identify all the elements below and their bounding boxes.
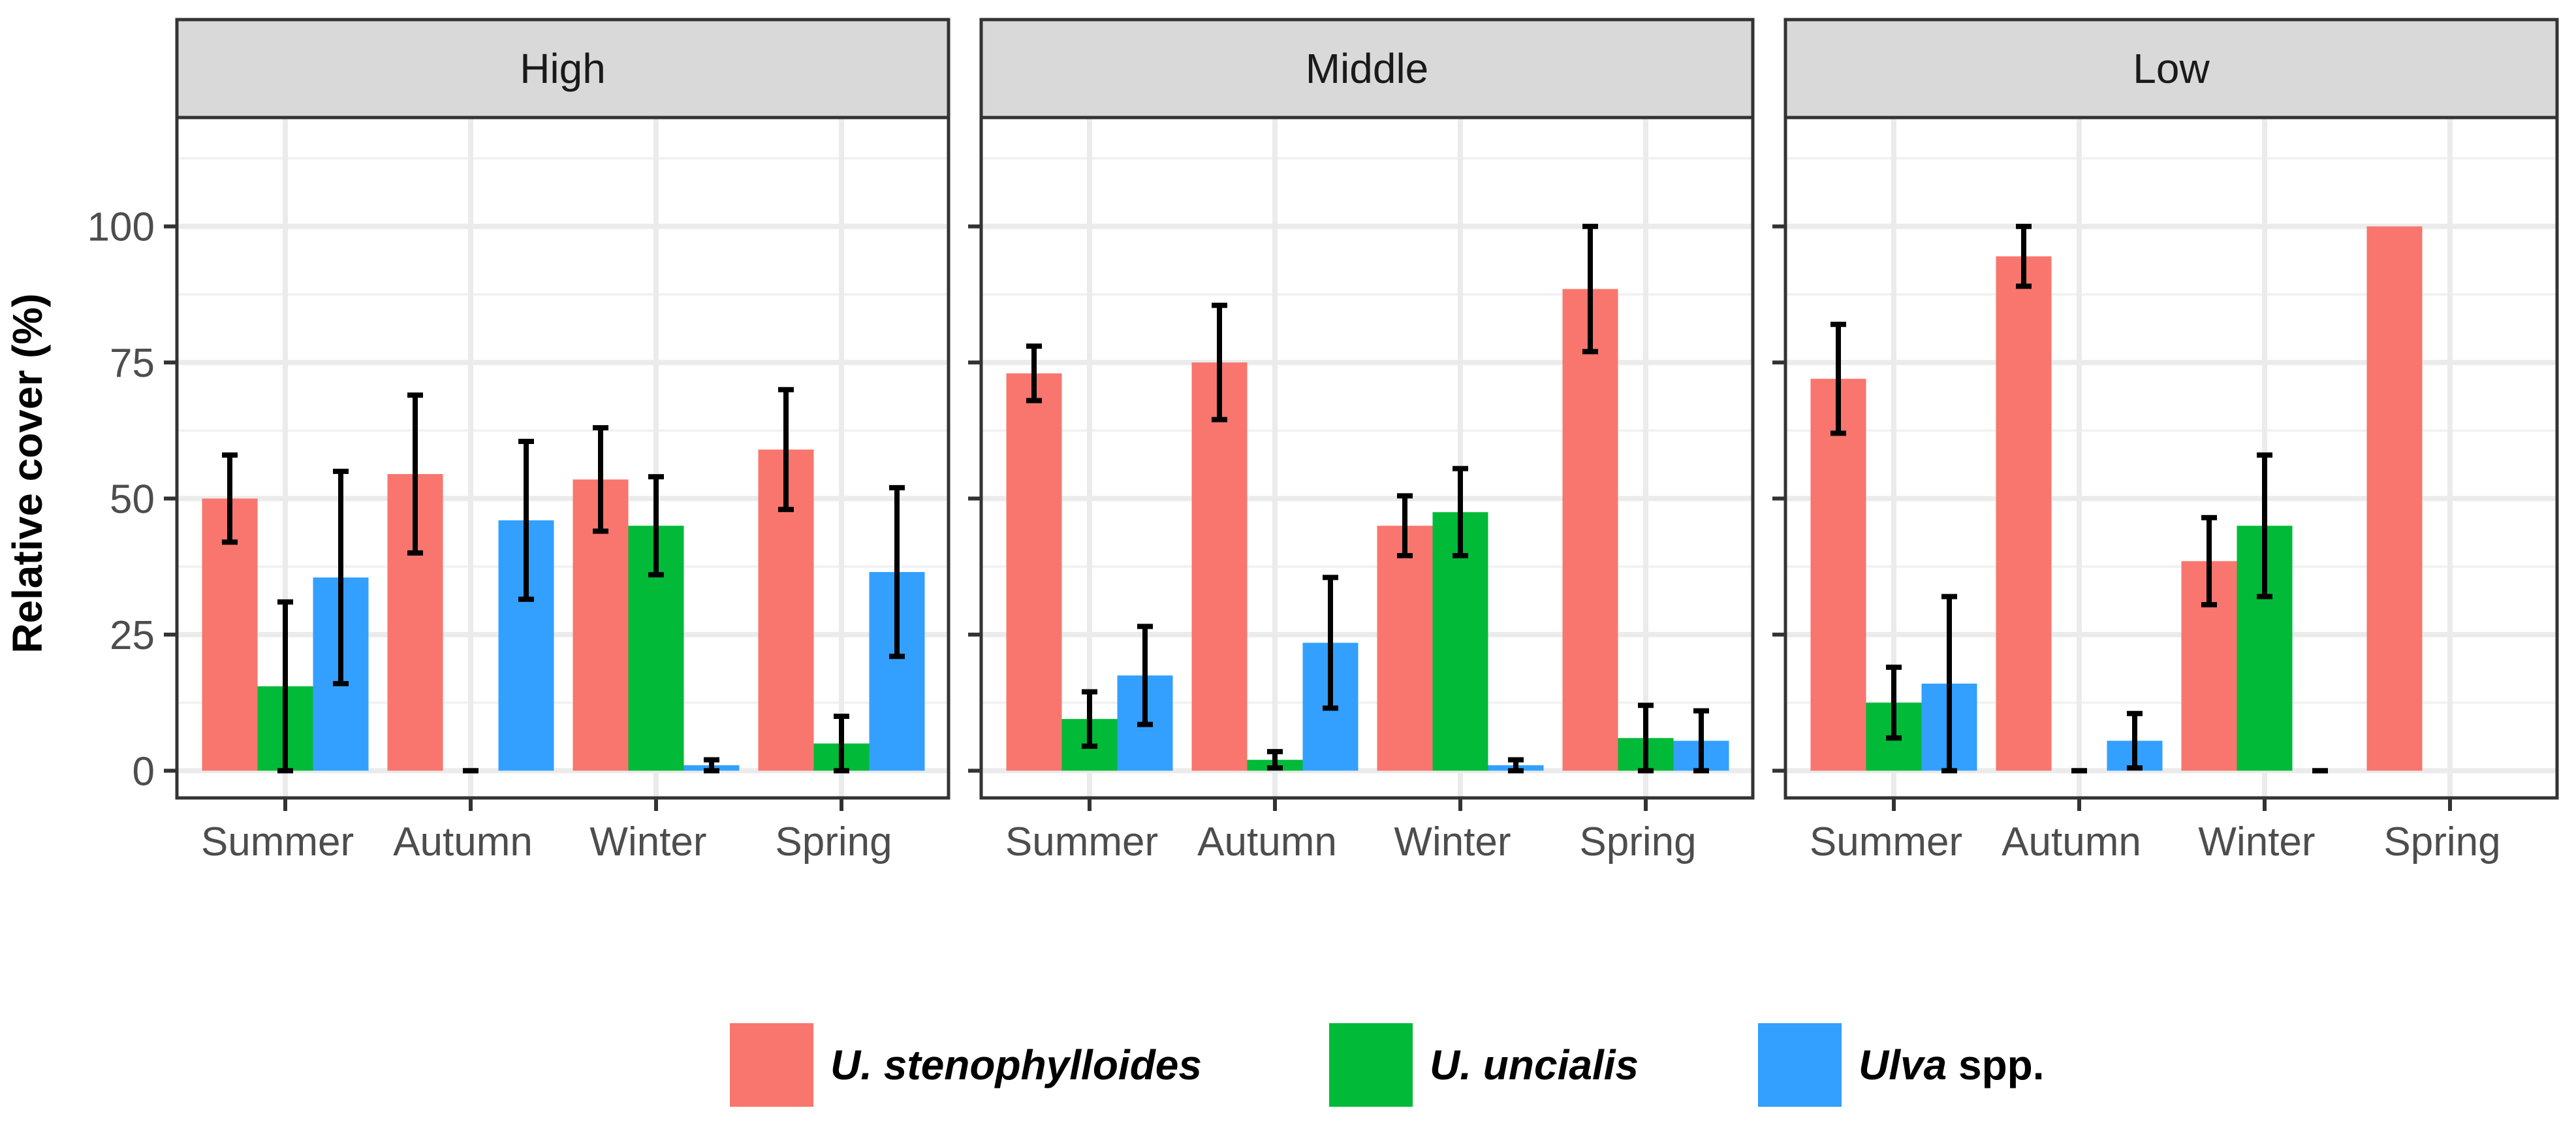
legend-key: [1758, 1023, 1842, 1107]
error-bar: [1582, 223, 1598, 355]
legend-label: Ulva spp.: [1859, 1041, 2045, 1088]
legend: U. stenophylloides U. uncialis Ulva spp.: [730, 1023, 2045, 1107]
error-bar: [704, 757, 719, 774]
legend-item: U. uncialis: [1329, 1023, 1639, 1107]
error-bar: [778, 387, 794, 513]
legend-label-part: U. uncialis: [1430, 1041, 1639, 1088]
error-bar: [1886, 664, 1902, 741]
facet-strip-label: Middle: [1306, 45, 1429, 92]
legend-label: U. uncialis: [1430, 1041, 1639, 1088]
panel-background: [1785, 118, 2557, 798]
bar: [1191, 362, 1248, 771]
legend-label-part: U. stenophylloides: [830, 1041, 1202, 1088]
bar: [1006, 373, 1062, 771]
facet-strip-label: Low: [2133, 45, 2210, 92]
y-tick-label: 25: [110, 613, 155, 658]
error-bar: [1941, 594, 1957, 774]
y-axis-title: Relative cover (%): [4, 293, 51, 653]
error-bar: [518, 438, 534, 602]
error-bar: [1212, 302, 1227, 422]
x-tick-label: Winter: [2198, 819, 2315, 865]
x-tick-label: Autumn: [1197, 819, 1337, 865]
legend-label: U. stenophylloides: [830, 1041, 1202, 1088]
bar: [2366, 226, 2423, 771]
error-bar: [1397, 493, 1413, 559]
legend-label-part: Ulva: [1859, 1041, 1947, 1088]
error-bar: [889, 484, 905, 659]
bar: [1996, 256, 2052, 771]
y-tick-label: 50: [110, 477, 155, 522]
error-bar: [333, 468, 349, 686]
error-bar: [2127, 710, 2143, 771]
error-bar: [1137, 624, 1153, 727]
y-tick-label: 100: [87, 205, 155, 250]
error-bar: [1323, 575, 1338, 711]
error-bar: [1082, 689, 1097, 749]
error-bar: [2201, 515, 2217, 608]
x-tick-label: Summer: [201, 819, 354, 865]
x-tick-label: Spring: [1579, 819, 1696, 865]
bar: [1377, 526, 1433, 771]
facet-panel-low: Low Summer Autumn Winter Spring: [1772, 18, 2559, 865]
y-tick-label: 75: [110, 341, 155, 386]
error-bar: [1453, 466, 1468, 559]
error-bar: [1508, 757, 1524, 774]
error-bar: [1638, 703, 1654, 774]
error-bar: [2257, 452, 2272, 599]
bar: [1810, 379, 1866, 771]
x-tick-label: Winter: [589, 819, 706, 865]
facet-strip: [979, 18, 1755, 119]
legend-item: U. stenophylloides: [730, 1023, 1202, 1107]
x-tick-label: Spring: [775, 819, 892, 865]
error-bar: [593, 425, 608, 534]
error-bar: [1830, 321, 1846, 436]
legend-item: Ulva spp.: [1758, 1023, 2045, 1107]
legend-key: [1329, 1023, 1413, 1107]
x-tick-label: Autumn: [393, 819, 533, 865]
bar: [1562, 289, 1618, 771]
x-tick-label: Winter: [1394, 819, 1511, 865]
panels-layer: High Summer Autumn Winter Spring 0 25 50 75 100 Mi…: [87, 18, 2559, 865]
error-bar: [222, 452, 238, 545]
error-bar: [1693, 708, 1709, 774]
error-bar: [277, 599, 293, 774]
error-bar: [834, 713, 849, 774]
legend-label-part: spp.: [1947, 1041, 2044, 1088]
facet-strip-label: High: [520, 45, 606, 92]
x-tick-label: Spring: [2383, 819, 2500, 865]
error-bar: [1026, 343, 1042, 404]
panel-background: [177, 118, 949, 798]
error-bar: [648, 474, 664, 578]
error-bar: [407, 392, 423, 556]
error-bar: [1267, 749, 1283, 771]
x-tick-label: Autumn: [2002, 819, 2141, 865]
panel-background: [981, 118, 1753, 798]
legend-key: [730, 1023, 813, 1107]
facet-strip: [175, 18, 950, 119]
x-tick-label: Summer: [1005, 819, 1158, 865]
facet-panel-high: High Summer Autumn Winter Spring 0 25 50 75 100: [87, 18, 950, 865]
facet-panel-middle: Middle Summer Autumn Winter Spring: [968, 18, 1755, 865]
facet-strip: [1783, 18, 2559, 119]
error-bar: [2016, 223, 2032, 289]
y-tick-label: 0: [133, 749, 155, 794]
x-tick-label: Summer: [1810, 819, 1962, 865]
